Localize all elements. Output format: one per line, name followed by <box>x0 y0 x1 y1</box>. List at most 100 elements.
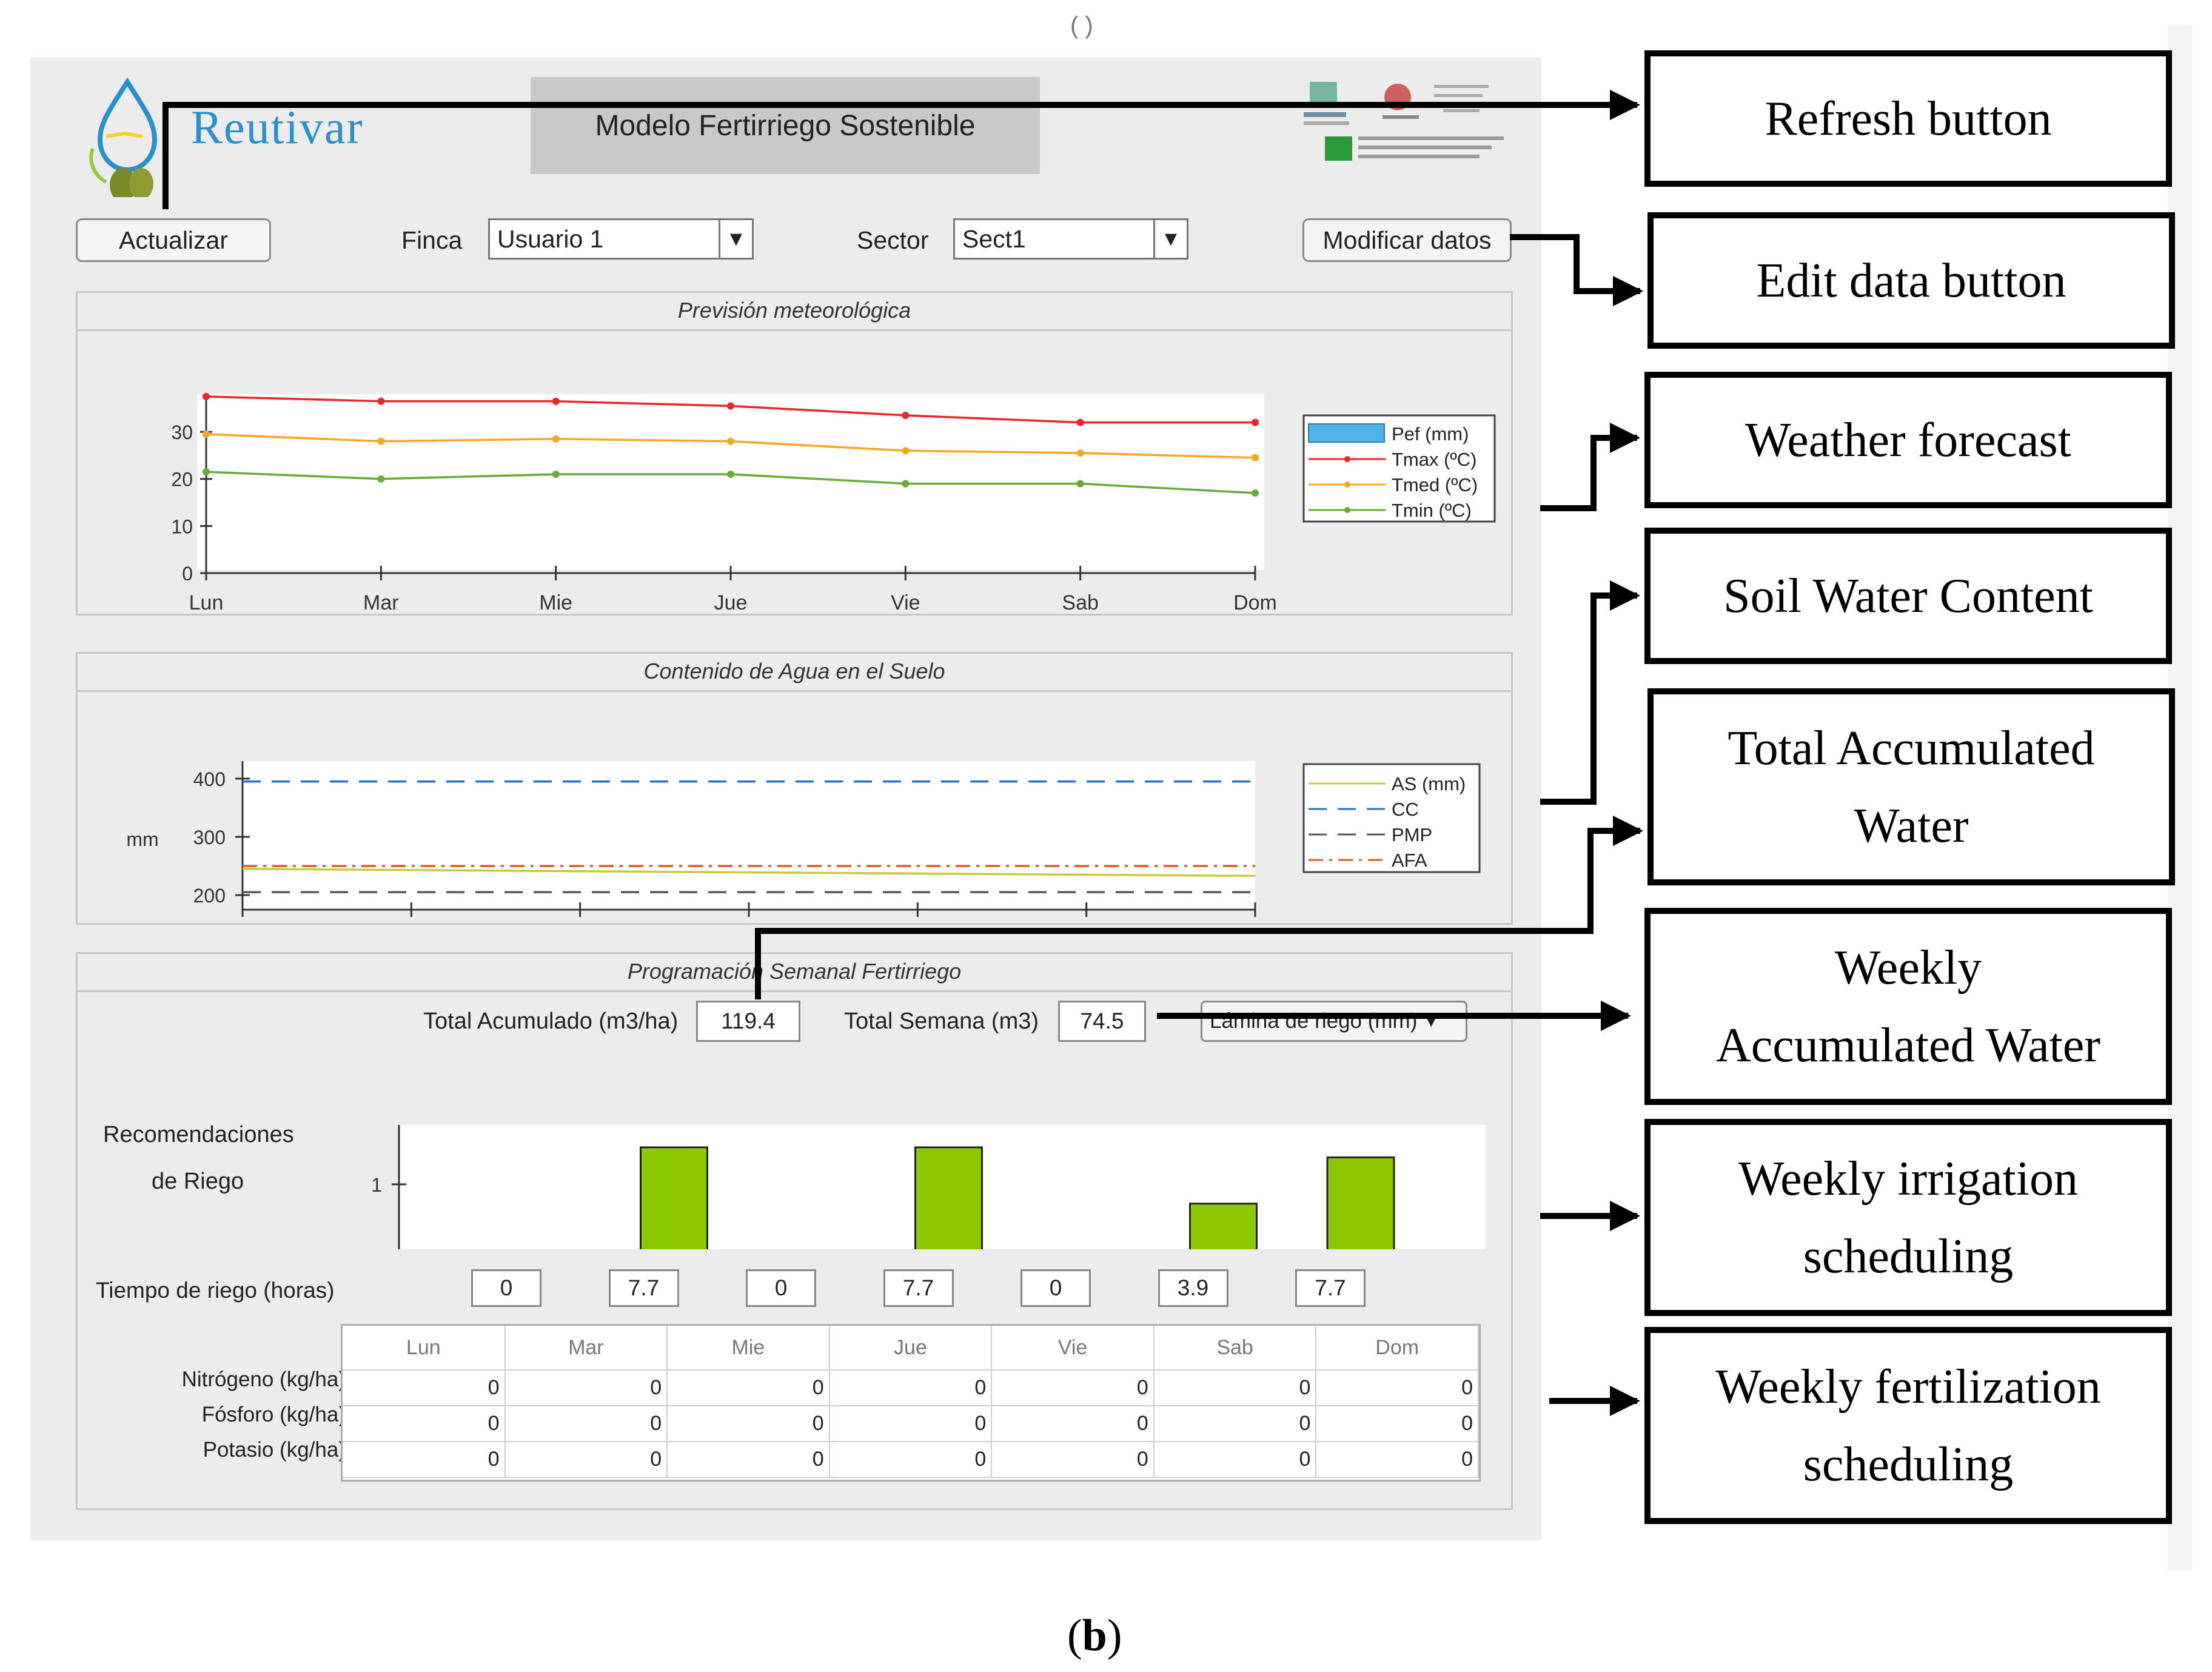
bar <box>914 1146 983 1249</box>
table-cell[interactable]: 0 <box>991 1406 1155 1442</box>
table-cell[interactable]: 0 <box>667 1442 830 1478</box>
panel-divider <box>78 329 1511 331</box>
table-cell[interactable]: 0 <box>1316 1442 1479 1478</box>
y-tick-label: 200 <box>193 885 226 907</box>
annotation-text: Soil Water Content <box>1723 569 2093 623</box>
column-header[interactable]: Jue <box>829 1326 993 1371</box>
sector-label: Sector <box>857 226 929 254</box>
table-cell[interactable]: 0 <box>1153 1406 1317 1442</box>
annotation-text: Weekly <box>1834 941 1982 995</box>
data-point <box>552 470 560 478</box>
arrow-edit <box>1510 234 1643 306</box>
table-cell[interactable]: 0 <box>504 1370 668 1406</box>
tiempo-value-box: 0 <box>746 1269 816 1307</box>
table-cell[interactable]: 0 <box>343 1442 506 1478</box>
table-cell[interactable]: 0 <box>1153 1442 1317 1478</box>
table-cell[interactable]: 0 <box>1316 1406 1479 1442</box>
tiempo-value-box: 7.7 <box>608 1269 679 1307</box>
data-point <box>203 392 210 400</box>
tiempo-value-box: 7.7 <box>1295 1269 1366 1307</box>
annotation-edit: Edit data button <box>1647 212 2175 349</box>
x-tick-label: Mar <box>363 591 399 613</box>
column-header[interactable]: Vie <box>991 1326 1155 1371</box>
x-tick-label: Jue <box>714 591 748 613</box>
annotation-text: Weekly irrigation <box>1738 1152 2079 1206</box>
table-cell[interactable]: 0 <box>829 1442 993 1478</box>
table-cell[interactable]: 0 <box>343 1406 506 1442</box>
weather-plot: 0 10 20 30 Lun Mar Mie Jue Vie Sab Dom Pef (mm) Tmax… <box>171 392 1496 613</box>
bar-plot: 01LunMarMieJueVieSabDom <box>371 1125 1486 1249</box>
weather-panel-title: Previsión meteorológica <box>677 298 911 323</box>
table-cell[interactable]: 0 <box>504 1406 668 1442</box>
soil-chart: 200300400mmLunMarMieJueVieSabDomAS (mm)C… <box>126 761 1481 917</box>
table-cell[interactable]: 0 <box>667 1370 830 1406</box>
data-point <box>377 475 385 483</box>
chevron-down-icon: ▼ <box>1153 220 1187 258</box>
logo-icon <box>88 76 167 202</box>
x-tick-label: Dom <box>1233 591 1277 613</box>
table-cell[interactable]: 0 <box>504 1442 668 1478</box>
legend-label: CC <box>1392 799 1419 820</box>
table-cell[interactable]: 0 <box>1316 1370 1479 1406</box>
legend-marker <box>1344 456 1350 462</box>
finca-label: Finca <box>401 226 463 254</box>
data-point <box>902 411 910 419</box>
total-acumulado-value: 119.4 <box>696 1001 800 1042</box>
annotation-text: Edit data button <box>1756 253 2066 307</box>
table-cell[interactable]: 0 <box>667 1406 830 1442</box>
column-header[interactable]: Mar <box>504 1326 668 1371</box>
table-cell[interactable]: 0 <box>829 1406 993 1442</box>
legend-marker <box>1344 507 1350 513</box>
table-row: 0 0 0 0 0 0 0 <box>343 1406 1479 1442</box>
data-point <box>1076 480 1084 488</box>
panel-divider <box>78 690 1511 692</box>
table-cell[interactable]: 0 <box>1153 1370 1317 1406</box>
tiempo-value-box: 0 <box>1021 1269 1091 1307</box>
data-point <box>552 397 560 405</box>
fertilization-table: Lun Mar Mie Jue Vie Sab Dom 0 0 0 0 0 0 <box>341 1324 1481 1482</box>
finca-select[interactable]: Usuario 1 ▼ <box>488 218 754 260</box>
annotation-fertilization: Weekly fertilization scheduling <box>1644 1327 2172 1524</box>
series-line-0 <box>242 867 1256 878</box>
table-cell[interactable]: 0 <box>991 1442 1155 1478</box>
caption-open: ( <box>1067 1611 1082 1660</box>
x-tick-label: Sab <box>1062 591 1099 613</box>
table-cell[interactable]: 0 <box>343 1370 506 1406</box>
caption-close: ) <box>1107 1611 1122 1660</box>
arrow-weather <box>1540 423 1640 511</box>
legend-label: PMP <box>1392 824 1432 845</box>
plot-area <box>197 394 1264 570</box>
legend-box <box>1302 763 1481 873</box>
caption-letter: b <box>1082 1611 1107 1660</box>
total-semana-value: 74.5 <box>1058 1001 1146 1042</box>
irrigation-bar-chart: 01LunMarMieJueVieSabDom <box>371 1125 1486 1249</box>
sector-select[interactable]: Sect1 ▼ <box>953 218 1188 260</box>
table-cell[interactable]: 0 <box>991 1370 1155 1406</box>
bar <box>640 1146 708 1249</box>
y-tick-label: 1 <box>371 1174 382 1196</box>
mode-dropdown[interactable]: Lámina de riego (mm) ▼ <box>1201 1001 1467 1042</box>
annotation-text: Total Accumulated <box>1728 721 2095 775</box>
data-point <box>902 447 910 455</box>
data-point <box>203 468 210 476</box>
arrow-refresh <box>163 90 1640 209</box>
row-label-fosforo: Fósforo (kg/ha) <box>201 1403 346 1426</box>
data-point <box>552 435 560 443</box>
column-header[interactable]: Mie <box>667 1326 830 1371</box>
column-header[interactable]: Sab <box>1153 1326 1317 1371</box>
table-cell[interactable]: 0 <box>829 1370 993 1406</box>
annotation-text: scheduling <box>1803 1229 2014 1283</box>
column-header[interactable]: Lun <box>343 1326 506 1371</box>
y-axis-label: mm <box>126 828 158 850</box>
refresh-button[interactable]: Actualizar <box>76 218 271 262</box>
legend-label: AS (mm) <box>1392 773 1466 794</box>
arrow-soil <box>1540 580 1640 805</box>
column-header[interactable]: Dom <box>1316 1326 1479 1371</box>
data-point <box>1252 418 1259 426</box>
y-tick-label: 400 <box>193 768 226 790</box>
row-label-potasio: Potasio (kg/ha) <box>203 1438 346 1462</box>
bar <box>1326 1156 1395 1249</box>
panel-divider <box>78 990 1511 992</box>
figure-caption: (b) <box>1067 1610 1122 1662</box>
